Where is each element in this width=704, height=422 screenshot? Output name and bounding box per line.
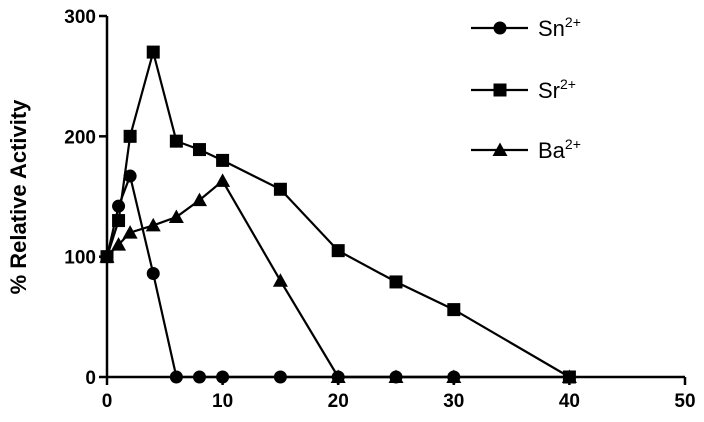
- axes: [105, 16, 685, 379]
- data-point-ba: [122, 225, 138, 239]
- data-point-sr: [112, 214, 126, 228]
- legend-label-base: Ba: [538, 138, 566, 163]
- data-point-sr: [146, 45, 160, 59]
- legend-label: Ba2+: [538, 136, 581, 163]
- y-tick-label: 0: [85, 368, 96, 389]
- data-point-ba: [215, 173, 231, 187]
- series-markers: [99, 45, 577, 384]
- legend: Sn2+Sr2+Ba2+: [471, 14, 581, 163]
- y-tick-label: 300: [64, 7, 96, 28]
- data-point-sn: [146, 267, 160, 281]
- x-tick-label: 50: [674, 391, 695, 412]
- data-point-sr: [123, 129, 137, 143]
- legend-entry-sn: Sn2+: [471, 14, 581, 41]
- legend-entry-sr: Sr2+: [471, 76, 576, 103]
- legend-label-superscript: 2+: [560, 76, 576, 92]
- data-point-sr: [331, 244, 345, 258]
- x-tick-label: 20: [328, 391, 349, 412]
- data-point-ba: [330, 369, 346, 383]
- legend-marker-ba: [492, 142, 508, 156]
- legend-label-base: Sr: [538, 78, 560, 103]
- y-tick-label: 100: [64, 248, 96, 269]
- legend-label-base: Sn: [538, 16, 565, 41]
- data-point-ba: [446, 369, 462, 383]
- data-point-ba: [191, 192, 207, 207]
- data-point-sr: [447, 303, 461, 317]
- data-point-sn: [169, 370, 183, 384]
- data-point-sr: [389, 275, 403, 289]
- x-tick-label: 30: [443, 391, 464, 412]
- legend-label-superscript: 2+: [565, 14, 581, 30]
- data-point-ba: [561, 369, 577, 383]
- data-point-ba: [145, 217, 161, 232]
- y-axis-label: % Relative Activity: [6, 99, 31, 295]
- y-tick-label: 200: [64, 127, 96, 148]
- x-tick-label: 40: [559, 391, 580, 412]
- data-point-sn: [123, 169, 137, 183]
- ticks: 0 10 20 30 40 50 0 100 200 300: [64, 7, 695, 412]
- data-point-ba: [168, 209, 184, 223]
- data-point-sn: [192, 370, 206, 384]
- series-line-sr: [105, 47, 570, 378]
- data-point-sr: [192, 143, 206, 157]
- legend-label: Sr2+: [538, 76, 576, 103]
- data-point-ba: [272, 273, 288, 287]
- data-point-sr: [169, 134, 183, 148]
- legend-label-superscript: 2+: [565, 136, 581, 152]
- data-point-sn: [112, 199, 126, 213]
- data-point-sr: [273, 182, 287, 196]
- x-tick-label: 10: [212, 391, 233, 412]
- x-tick-label: 0: [102, 391, 113, 412]
- data-point-ba: [388, 369, 404, 383]
- data-point-ba: [99, 249, 115, 263]
- legend-entry-ba: Ba2+: [471, 136, 581, 163]
- data-point-ba: [111, 237, 127, 251]
- legend-label: Sn2+: [538, 14, 581, 41]
- legend-marker-sr: [493, 83, 507, 97]
- data-point-sn: [216, 370, 230, 384]
- data-point-sr: [216, 153, 230, 167]
- legend-marker-sn: [493, 21, 507, 35]
- data-point-sn: [273, 370, 287, 384]
